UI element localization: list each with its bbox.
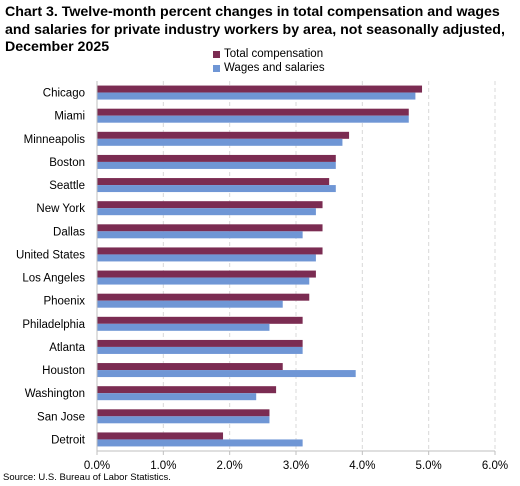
category-label: Phoenix bbox=[43, 296, 85, 308]
bar-total-compensation bbox=[97, 339, 303, 347]
bar-wages-and-salaries bbox=[97, 439, 303, 447]
bar-wages-and-salaries bbox=[97, 92, 416, 100]
bar-wages-and-salaries bbox=[97, 300, 283, 308]
bar-wages-and-salaries bbox=[97, 393, 257, 401]
x-tick-label: 1.0% bbox=[150, 460, 176, 472]
x-tick-label: 0.0% bbox=[84, 460, 110, 472]
category-label: Boston bbox=[49, 157, 85, 169]
category-label: Washington bbox=[25, 388, 85, 400]
bar-wages-and-salaries bbox=[97, 115, 409, 123]
category-label: Chicago bbox=[43, 88, 85, 100]
chart-title-line-2: and salaries for private industry worker… bbox=[5, 21, 505, 38]
x-tick-label: 3.0% bbox=[283, 460, 309, 472]
category-label: Minneapolis bbox=[24, 134, 86, 146]
x-tick-label: 5.0% bbox=[416, 460, 442, 472]
bar-wages-and-salaries bbox=[97, 208, 316, 216]
chart-title-line-3: December 2025 bbox=[5, 39, 110, 55]
x-tick-label: 6.0% bbox=[482, 460, 508, 472]
category-label: Atlanta bbox=[49, 342, 85, 354]
bar-wages-and-salaries bbox=[97, 323, 270, 331]
bar-total-compensation bbox=[97, 316, 303, 324]
legend-item-total-compensation: Total compensation bbox=[213, 47, 325, 61]
bar-total-compensation bbox=[97, 201, 323, 209]
chart-legend: Total compensation Wages and salaries bbox=[213, 47, 325, 75]
x-tick-label: 2.0% bbox=[217, 460, 243, 472]
category-label: Los Angeles bbox=[22, 273, 85, 285]
bar-wages-and-salaries bbox=[97, 346, 303, 354]
bar-wages-and-salaries bbox=[97, 185, 336, 193]
bar-total-compensation bbox=[97, 131, 350, 139]
category-label: United States bbox=[16, 249, 85, 261]
category-label: New York bbox=[36, 203, 85, 215]
bar-wages-and-salaries bbox=[97, 161, 336, 169]
category-label: Dallas bbox=[53, 226, 85, 238]
bar-total-compensation bbox=[97, 108, 409, 116]
bar-wages-and-salaries bbox=[97, 370, 356, 378]
bar-total-compensation bbox=[97, 270, 316, 278]
bar-total-compensation bbox=[97, 409, 270, 417]
x-tick-label: 4.0% bbox=[349, 460, 375, 472]
bar-total-compensation bbox=[97, 432, 224, 440]
source-note: Source: U.S. Bureau of Labor Statistics. bbox=[3, 472, 171, 483]
bar-total-compensation bbox=[97, 293, 310, 301]
bar-total-compensation bbox=[97, 386, 277, 394]
chart-title: Chart 3. Twelve-month percent changes in… bbox=[5, 4, 515, 57]
bar-total-compensation bbox=[97, 247, 323, 255]
legend-label-total-compensation: Total compensation bbox=[224, 48, 324, 60]
category-label: Detroit bbox=[51, 434, 86, 446]
chart-title-line-1: Chart 3. Twelve-month percent changes in… bbox=[5, 4, 500, 20]
bar-wages-and-salaries bbox=[97, 277, 310, 285]
category-label: Seattle bbox=[49, 180, 85, 192]
bar-wages-and-salaries bbox=[97, 416, 270, 424]
legend-item-wages-and-salaries: Wages and salaries bbox=[213, 61, 325, 75]
bar-total-compensation bbox=[97, 224, 323, 232]
legend-label-wages-and-salaries: Wages and salaries bbox=[224, 62, 325, 74]
bar-wages-and-salaries bbox=[97, 138, 343, 146]
legend-swatch-wages-and-salaries bbox=[213, 64, 220, 72]
bar-wages-and-salaries bbox=[97, 254, 316, 262]
legend-swatch-total-compensation bbox=[213, 50, 220, 58]
bar-total-compensation bbox=[97, 363, 283, 371]
bar-total-compensation bbox=[97, 154, 336, 162]
category-label: Miami bbox=[54, 111, 85, 123]
bar-total-compensation bbox=[97, 178, 330, 186]
bar-total-compensation bbox=[97, 85, 423, 93]
bar-wages-and-salaries bbox=[97, 231, 303, 239]
category-label: Philadelphia bbox=[22, 319, 85, 331]
category-label: San Jose bbox=[37, 411, 85, 423]
category-label: Houston bbox=[42, 365, 85, 377]
